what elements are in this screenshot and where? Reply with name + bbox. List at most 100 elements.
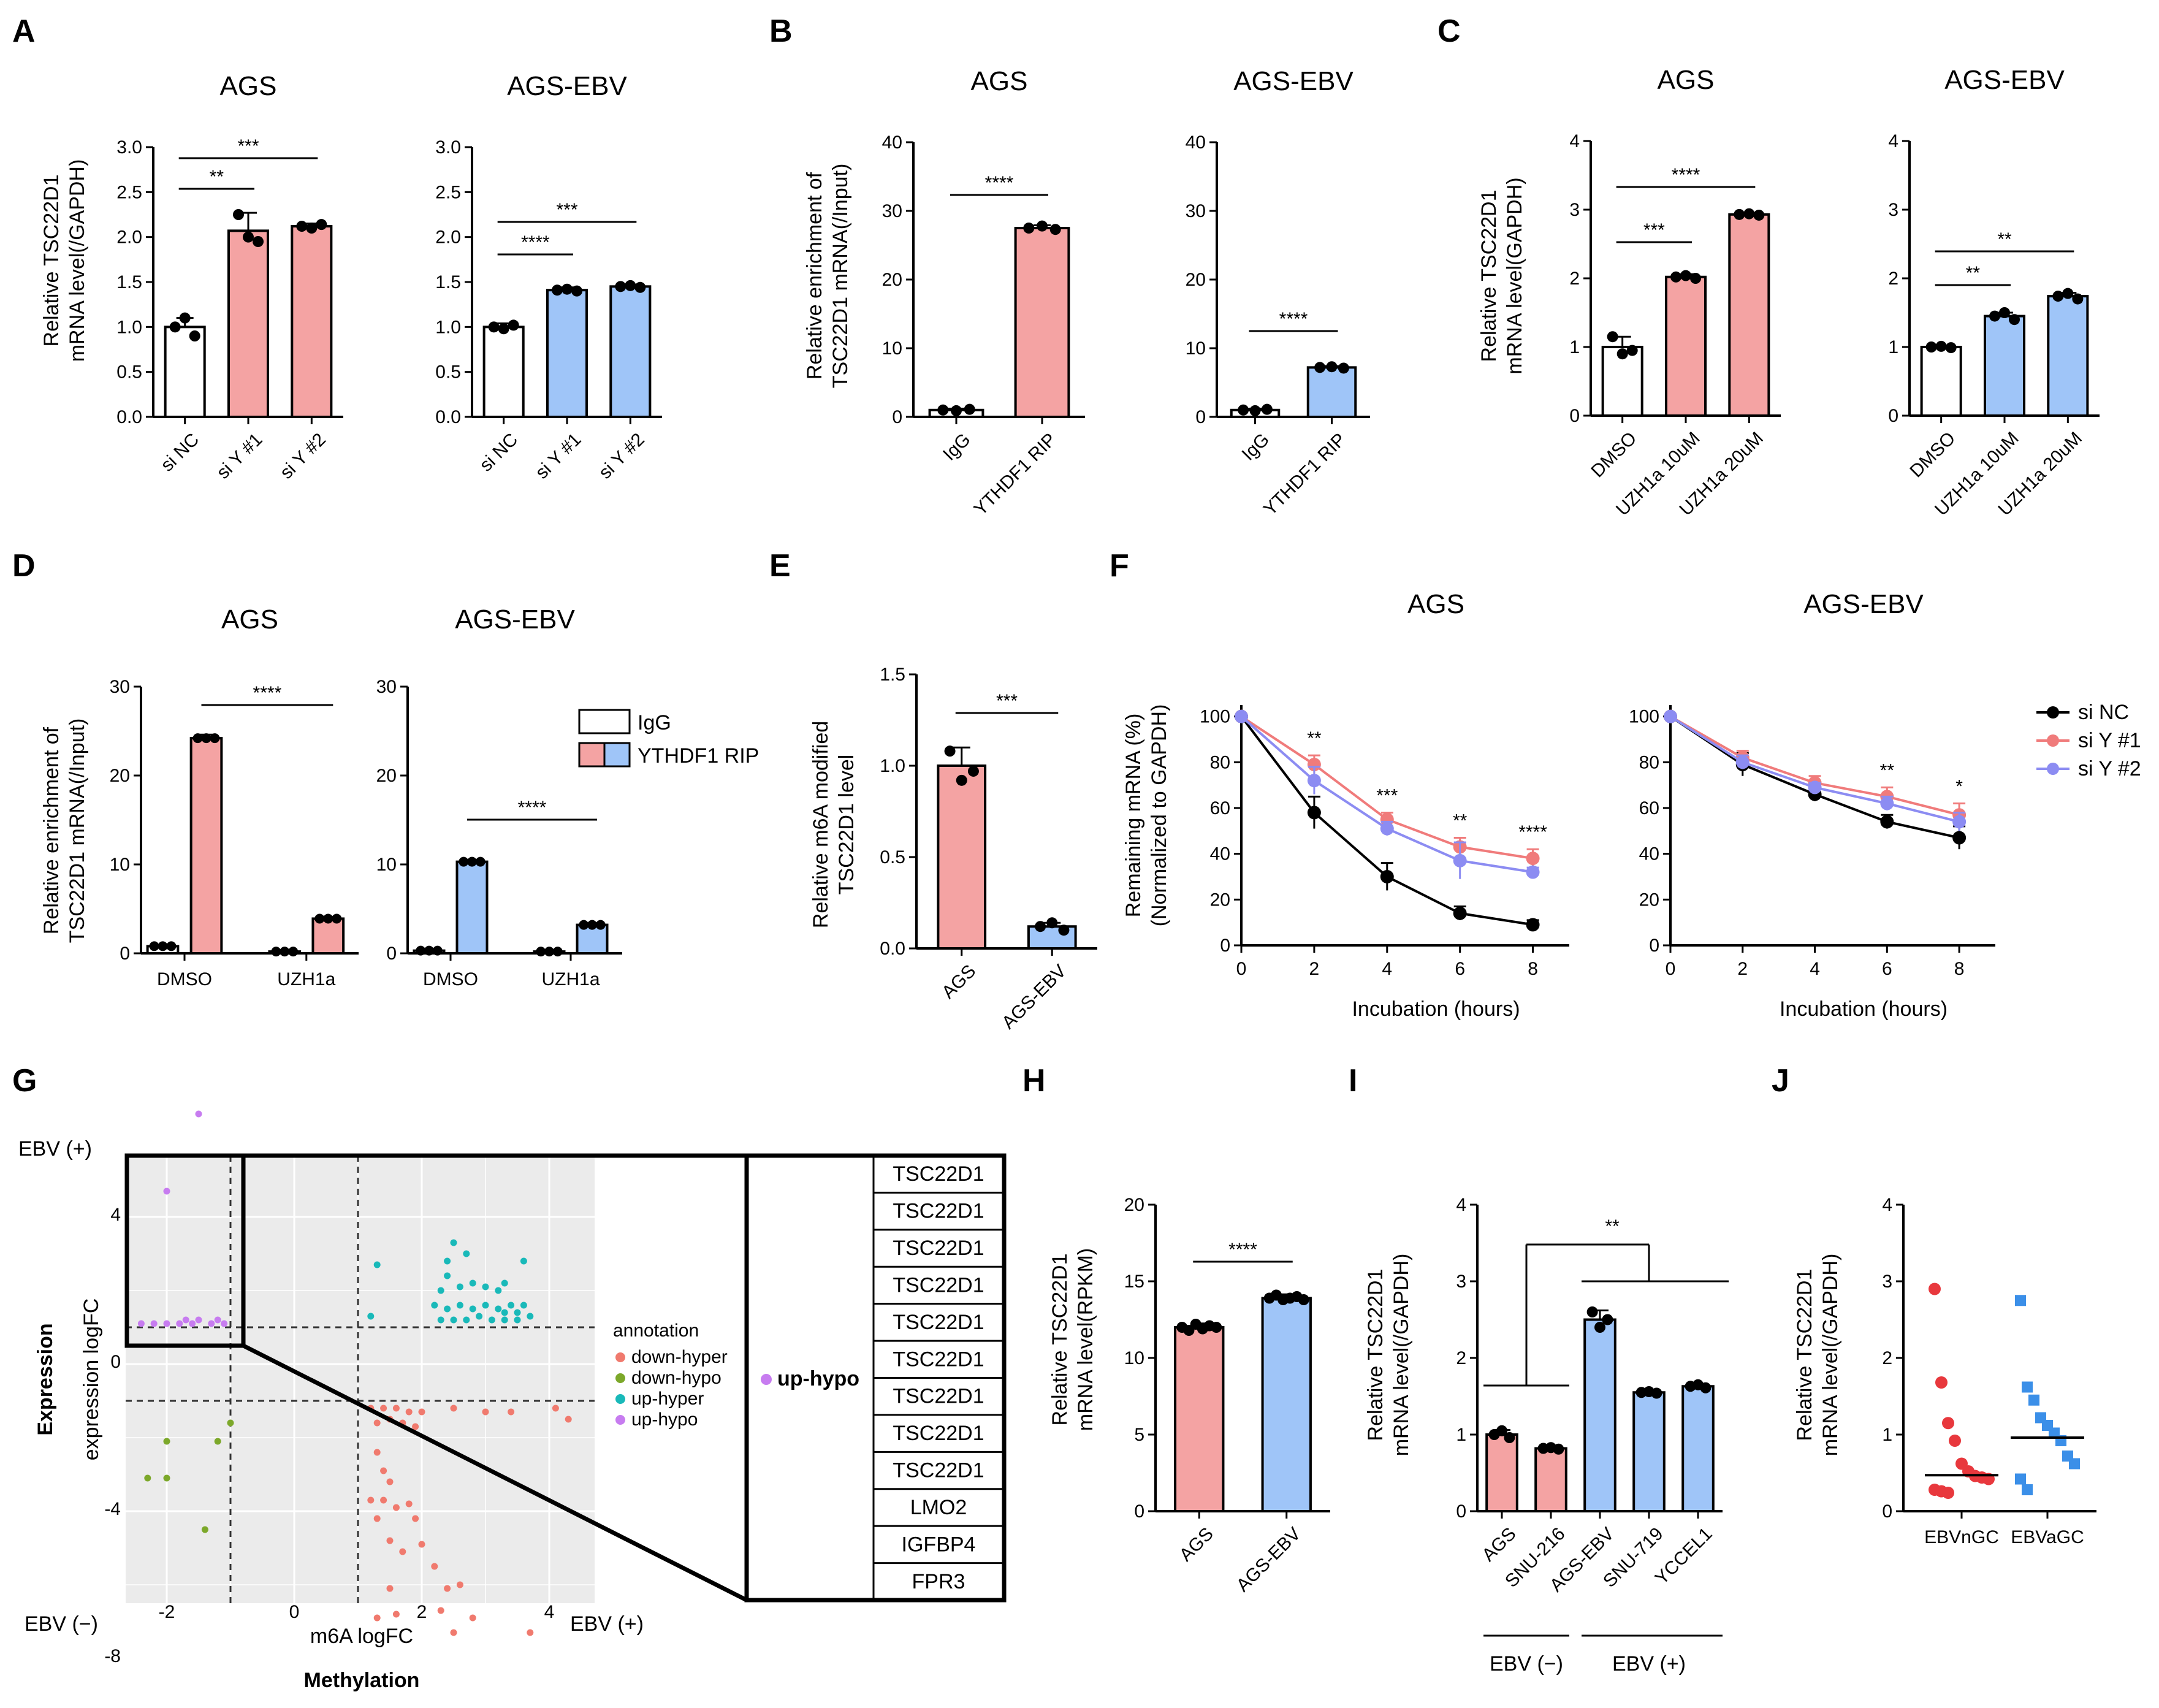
- bar: [1534, 1447, 1567, 1512]
- panel-letter-D: D: [12, 548, 36, 584]
- legend-label: si Y #2: [2078, 757, 2141, 780]
- legend-title: annotation: [613, 1321, 699, 1341]
- gene-name: TSC22D1: [893, 1422, 984, 1445]
- y-tick-label: 2: [1888, 269, 1898, 289]
- y-tick-label: -4: [104, 1499, 121, 1519]
- y-axis-label-line: Relative m6A modified: [809, 721, 832, 928]
- scatter-point-up-hypo: [195, 1316, 202, 1324]
- scatter-point-up-hyper: [450, 1316, 457, 1324]
- data-point: [158, 941, 168, 951]
- series-point: [1307, 774, 1321, 788]
- legend-marker: [2047, 734, 2059, 747]
- series-point: [1380, 822, 1394, 836]
- scatter-point-up-hyper: [501, 1316, 508, 1324]
- scatter-point-up-hypo: [189, 1320, 196, 1327]
- x-tick-label: -2: [159, 1602, 175, 1622]
- x-tick-label: IgG: [939, 429, 975, 465]
- y-tick-label: 30: [1186, 201, 1206, 221]
- series-point: [1526, 918, 1540, 932]
- y-tick-label: 1: [1456, 1425, 1466, 1445]
- data-point: [332, 913, 342, 924]
- y-axis-label-line: Remaining mRNA (%): [1122, 714, 1145, 918]
- chart-title: AGS-EBV: [455, 604, 575, 635]
- panel-letter-I: I: [1349, 1063, 1357, 1099]
- x-tick-label-group: si Y #2: [276, 429, 330, 482]
- x-tick-label: si Y #1: [531, 429, 585, 482]
- y-axis-label-line: TSC22D1 mRNA(/Input): [66, 719, 89, 944]
- scatter-point-down-hyper: [373, 1515, 381, 1522]
- legend-label: YTHDF1 RIP: [638, 744, 759, 768]
- scatter-point-down-hypo: [163, 1474, 170, 1482]
- y-tick-label: 30: [376, 677, 397, 697]
- data-point: [498, 323, 509, 335]
- scatter-point-down-hypo: [214, 1438, 221, 1445]
- y-tick-label: 3.0: [435, 137, 461, 158]
- x-tick-label-group: si Y #1: [213, 429, 266, 482]
- scatter-point-up-hyper: [444, 1272, 451, 1279]
- y-tick-label: 0: [1220, 936, 1230, 956]
- x-tick-label-group: AGS: [938, 961, 980, 1002]
- y-axis-label: Relative m6A modified TSC22D1 level: [809, 721, 858, 928]
- x-tick-label: 0: [1236, 959, 1247, 979]
- significance-label: ****: [518, 798, 547, 818]
- data-point: [1690, 273, 1702, 284]
- x-tick-label-group: YTHDF1 RIP: [1260, 429, 1350, 519]
- legend-marker: [2047, 706, 2059, 719]
- data-point: [2052, 291, 2064, 302]
- data-point: [416, 945, 426, 956]
- scatter-point-up-hypo: [195, 1110, 202, 1118]
- x-tick-label: 2: [417, 1602, 427, 1622]
- y-tick-label: 0: [120, 944, 130, 964]
- legend-label: up-hypo: [631, 1409, 698, 1430]
- scatter-point-up-hyper: [463, 1250, 470, 1257]
- data-point: [2069, 1458, 2080, 1470]
- data-point: [1602, 1314, 1613, 1325]
- series-point: [1664, 709, 1677, 723]
- data-point: [2028, 1394, 2039, 1406]
- bar: [1920, 346, 1962, 417]
- series-point: [1952, 831, 1967, 845]
- scatter-point-down-hypo: [144, 1474, 151, 1482]
- x-tick-label: 0: [289, 1602, 300, 1622]
- data-point: [1338, 362, 1349, 374]
- legend-swatch: [603, 742, 631, 768]
- scatter-point-up-hyper: [514, 1309, 521, 1316]
- highlight-box: [124, 1153, 246, 1348]
- data-point: [2015, 1295, 2026, 1306]
- x-tick-label: 0: [1666, 959, 1676, 979]
- series-point: [1307, 806, 1321, 820]
- y-tick-label: 0.0: [880, 939, 905, 959]
- corner-label: EBV (−): [25, 1612, 98, 1636]
- x-tick-label-group: si NC: [157, 429, 203, 475]
- y-axis-label: Relative TSC22D1 mRNA level(RPKM): [1048, 1248, 1097, 1431]
- legend-marker: [615, 1415, 625, 1425]
- y-tick-label: 0.5: [116, 362, 142, 383]
- chart-title: AGS: [971, 66, 1028, 96]
- x-tick-label: DMSO: [157, 969, 212, 989]
- y-tick-label: 3: [1569, 200, 1580, 220]
- x-tick-label-group: si Y #2: [595, 429, 649, 482]
- x-tick-label: 8: [1528, 959, 1538, 979]
- data-point: [1949, 1435, 1961, 1447]
- y-tick-label: 100: [1200, 707, 1230, 727]
- x-tick-label: si Y #2: [276, 429, 330, 482]
- x-tick-label: UZH1a: [541, 969, 600, 989]
- data-point: [951, 405, 962, 416]
- data-point: [551, 284, 563, 296]
- scatter-point-down-hyper: [392, 1405, 400, 1412]
- x-tick-label: EBVnGC: [1924, 1527, 1999, 1547]
- bar: [291, 225, 333, 418]
- data-point: [536, 947, 546, 957]
- data-point: [579, 920, 589, 930]
- chart-title: AGS: [1658, 65, 1715, 95]
- series-point: [1808, 780, 1822, 795]
- data-point: [552, 947, 563, 957]
- scatter-point-up-hyper: [444, 1305, 451, 1313]
- scatter-point-up-hyper: [444, 1257, 451, 1265]
- table-marker: [761, 1374, 772, 1385]
- y-tick-label: 20: [376, 766, 397, 786]
- data-point: [562, 283, 573, 295]
- x-tick-label: 2: [1737, 959, 1748, 979]
- scatter-point-down-hyper: [450, 1405, 457, 1412]
- y-tick-label: 10: [1124, 1348, 1144, 1368]
